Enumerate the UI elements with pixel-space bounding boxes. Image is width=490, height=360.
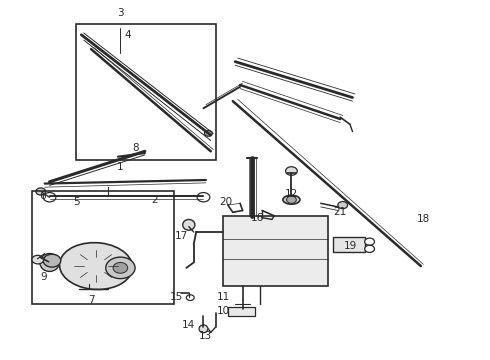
Text: 19: 19 xyxy=(343,241,357,251)
Bar xyxy=(32,191,174,304)
Circle shape xyxy=(43,254,61,267)
Circle shape xyxy=(32,255,44,264)
Ellipse shape xyxy=(199,325,208,333)
Circle shape xyxy=(365,245,374,252)
Text: 1: 1 xyxy=(117,162,123,172)
Text: 17: 17 xyxy=(175,231,188,240)
Circle shape xyxy=(204,131,212,136)
Circle shape xyxy=(287,196,296,203)
Text: 12: 12 xyxy=(285,189,298,199)
Circle shape xyxy=(106,257,135,279)
Text: 20: 20 xyxy=(219,197,232,207)
Bar xyxy=(223,216,328,286)
Ellipse shape xyxy=(183,220,195,230)
Bar xyxy=(333,237,365,252)
Text: 10: 10 xyxy=(217,306,230,316)
Text: 7: 7 xyxy=(88,295,95,305)
Text: 4: 4 xyxy=(124,30,131,40)
Text: 14: 14 xyxy=(182,320,196,330)
Text: 9: 9 xyxy=(40,272,47,282)
Circle shape xyxy=(338,202,347,209)
Ellipse shape xyxy=(40,253,59,271)
Text: 18: 18 xyxy=(416,215,430,224)
Text: 11: 11 xyxy=(217,292,230,302)
Text: 8: 8 xyxy=(132,143,138,153)
Text: 16: 16 xyxy=(250,213,264,222)
Text: 13: 13 xyxy=(199,331,213,341)
Bar xyxy=(228,307,255,316)
Circle shape xyxy=(113,262,128,273)
Text: 3: 3 xyxy=(117,8,123,18)
Circle shape xyxy=(197,193,210,202)
Text: 6: 6 xyxy=(39,191,46,201)
Circle shape xyxy=(43,193,56,202)
Ellipse shape xyxy=(283,195,300,204)
Circle shape xyxy=(286,167,297,175)
Circle shape xyxy=(186,295,194,301)
Bar xyxy=(76,24,216,160)
Text: 5: 5 xyxy=(73,197,80,207)
Text: 21: 21 xyxy=(334,207,347,217)
Circle shape xyxy=(36,188,46,195)
Text: 15: 15 xyxy=(170,292,183,302)
Text: 2: 2 xyxy=(151,195,158,205)
Ellipse shape xyxy=(59,243,132,289)
Circle shape xyxy=(365,238,374,245)
